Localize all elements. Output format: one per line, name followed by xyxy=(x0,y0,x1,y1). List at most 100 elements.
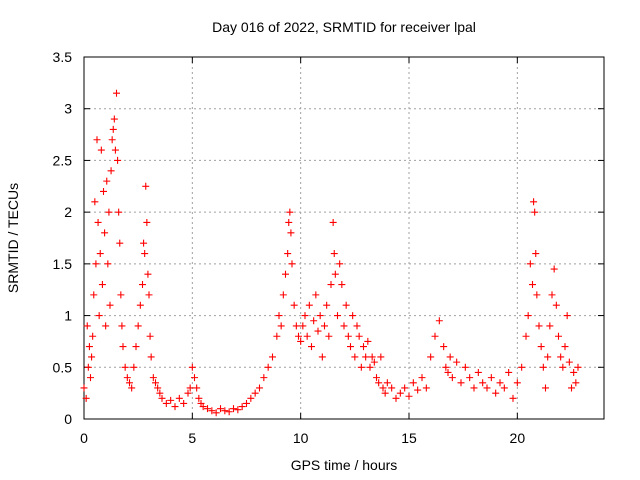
data-point xyxy=(101,229,109,237)
data-points xyxy=(80,89,582,417)
data-point xyxy=(418,374,426,382)
data-point xyxy=(221,407,229,415)
data-point xyxy=(193,384,201,392)
data-point xyxy=(292,322,300,330)
data-point xyxy=(355,332,363,340)
data-point xyxy=(336,260,344,268)
data-point xyxy=(362,353,370,361)
data-point xyxy=(366,363,374,371)
y-tick-label: 1.5 xyxy=(53,256,73,272)
data-point xyxy=(273,332,281,340)
data-point xyxy=(140,239,148,247)
data-point xyxy=(555,332,562,340)
data-point xyxy=(111,146,119,154)
data-point xyxy=(234,406,242,414)
data-point xyxy=(461,363,469,371)
data-point xyxy=(453,358,461,366)
data-point xyxy=(396,389,404,397)
data-point xyxy=(152,379,159,387)
data-point xyxy=(492,389,500,397)
data-point xyxy=(142,182,150,190)
data-point xyxy=(531,208,539,216)
data-point xyxy=(208,407,216,415)
data-point xyxy=(383,379,391,387)
data-point xyxy=(303,332,311,340)
data-point xyxy=(156,389,164,397)
data-point xyxy=(158,394,166,402)
data-point xyxy=(349,312,357,320)
data-point xyxy=(442,363,450,371)
data-point xyxy=(370,358,378,366)
data-point xyxy=(314,327,322,335)
data-point xyxy=(136,301,144,309)
data-point xyxy=(204,405,211,413)
data-point xyxy=(180,399,188,407)
data-point xyxy=(184,389,192,397)
data-point xyxy=(91,198,99,206)
data-point xyxy=(116,239,124,247)
data-point xyxy=(143,218,151,226)
y-axis-label: SRMTID / TECUs xyxy=(5,183,21,293)
y-tick-label: 0.5 xyxy=(53,359,73,375)
data-point xyxy=(572,379,580,387)
data-point xyxy=(388,384,396,392)
data-point xyxy=(533,291,541,299)
data-point xyxy=(277,322,285,330)
data-point xyxy=(316,312,324,320)
data-point xyxy=(310,317,318,325)
data-point xyxy=(364,337,372,345)
data-point xyxy=(334,312,341,320)
y-tick-label: 0 xyxy=(64,411,72,427)
data-point xyxy=(285,218,293,226)
data-point xyxy=(325,332,333,340)
data-point xyxy=(561,343,569,351)
data-point xyxy=(570,368,578,376)
data-point xyxy=(368,353,376,361)
data-point xyxy=(529,281,536,289)
data-point xyxy=(565,358,573,366)
data-point xyxy=(392,394,400,402)
data-point xyxy=(286,208,294,216)
data-point xyxy=(297,337,305,345)
data-point xyxy=(162,399,170,407)
data-point xyxy=(414,386,422,394)
data-point xyxy=(96,250,104,258)
data-point xyxy=(256,384,263,392)
data-point xyxy=(431,332,439,340)
y-tick-label: 1 xyxy=(64,308,72,324)
data-point xyxy=(357,363,365,371)
data-point xyxy=(107,167,115,175)
data-point xyxy=(117,291,125,299)
data-point xyxy=(487,374,495,382)
data-point xyxy=(568,384,575,392)
data-point xyxy=(524,312,532,320)
data-point xyxy=(93,136,101,144)
data-point xyxy=(470,384,478,392)
data-point xyxy=(327,281,335,289)
data-point xyxy=(149,374,157,382)
data-point xyxy=(548,291,556,299)
data-point xyxy=(83,322,91,330)
data-point xyxy=(260,374,268,382)
data-point xyxy=(377,353,385,361)
data-point xyxy=(483,384,491,392)
data-point xyxy=(347,343,354,351)
data-point xyxy=(496,379,504,387)
data-point xyxy=(269,353,276,361)
data-point xyxy=(154,384,162,392)
data-point xyxy=(435,317,443,325)
data-point xyxy=(100,187,107,195)
data-point xyxy=(360,343,367,351)
data-point xyxy=(379,384,387,392)
y-tick-label: 3 xyxy=(64,101,72,117)
data-point xyxy=(130,363,138,371)
data-point xyxy=(243,399,250,407)
data-point xyxy=(84,363,92,371)
data-point xyxy=(405,392,413,400)
data-point xyxy=(199,403,207,411)
data-point xyxy=(353,322,361,330)
data-point xyxy=(344,332,352,340)
data-point xyxy=(212,409,220,417)
data-point xyxy=(114,156,122,164)
data-point xyxy=(440,343,448,351)
